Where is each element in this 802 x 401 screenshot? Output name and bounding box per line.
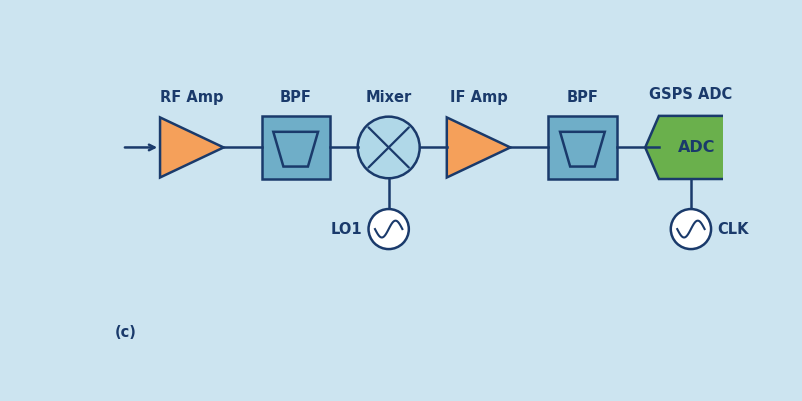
Text: (c): (c)	[114, 325, 136, 340]
Circle shape	[357, 117, 419, 178]
Text: GSPS ADC: GSPS ADC	[649, 87, 731, 102]
Text: IF Amp: IF Amp	[449, 90, 507, 105]
Polygon shape	[644, 116, 735, 179]
Text: BPF: BPF	[565, 90, 597, 105]
Text: Mixer: Mixer	[365, 90, 411, 105]
Bar	[261, 116, 330, 179]
Text: RF Amp: RF Amp	[160, 90, 223, 105]
Polygon shape	[160, 117, 223, 178]
Text: CLK: CLK	[716, 222, 747, 237]
Text: LO1: LO1	[330, 222, 362, 237]
Circle shape	[670, 209, 711, 249]
Bar	[548, 116, 616, 179]
Text: ADC: ADC	[678, 140, 715, 155]
Text: BPF: BPF	[279, 90, 311, 105]
Polygon shape	[446, 117, 510, 178]
Circle shape	[368, 209, 408, 249]
